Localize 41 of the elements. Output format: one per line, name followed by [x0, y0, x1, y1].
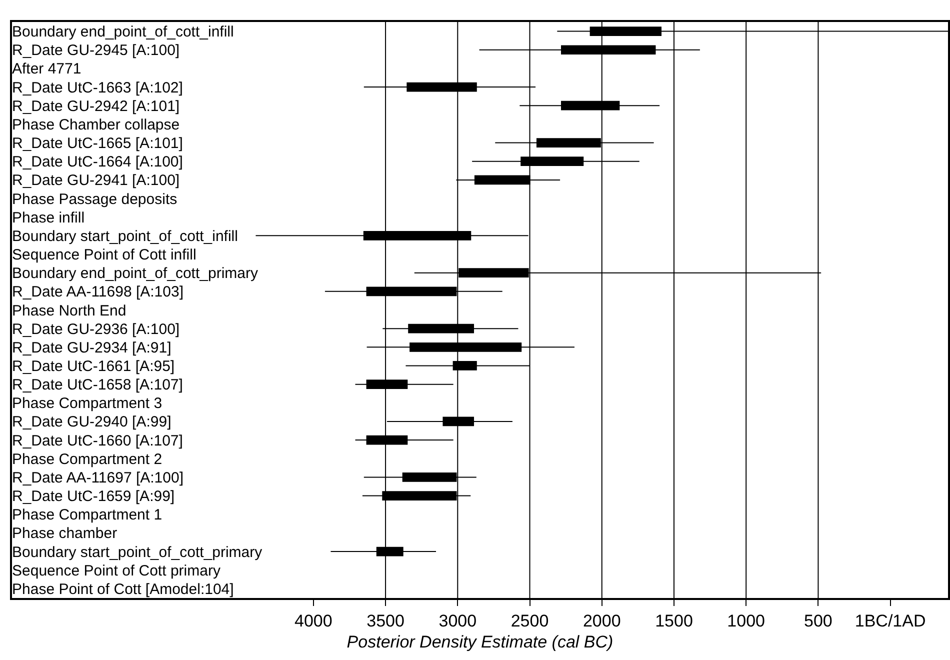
x-tick-label: 1500	[655, 611, 693, 630]
y-tick-label: R_Date GU-2940 [A:99]	[12, 414, 172, 431]
y-tick-label: R_Date AA-11698 [A:103]	[12, 284, 184, 301]
y-tick-label: Boundary start_point_of_cott_infill	[12, 228, 238, 245]
y-tick-label: R_Date GU-2942 [A:101]	[12, 98, 180, 115]
y-tick-label: R_Date UtC-1663 [A:102]	[12, 79, 183, 96]
y-tick-label: Boundary end_point_of_cott_primary	[12, 265, 258, 282]
y-tick-label: Phase chamber	[12, 525, 118, 542]
y-tick-label: R_Date UtC-1664 [A:100]	[12, 154, 183, 171]
y-tick-label: Sequence Point of Cott infill	[12, 246, 196, 264]
y-tick-label: R_Date GU-2934 [A:91]	[12, 339, 172, 356]
x-tick-label: 2500	[510, 611, 549, 630]
y-tick-label: Phase Passage deposits	[12, 190, 178, 208]
y-tick-label: R_Date UtC-1658 [A:107]	[12, 376, 183, 394]
y-tick-label: R_Date UtC-1665 [A:101]	[12, 135, 183, 152]
x-tick-label: 1000	[727, 611, 766, 630]
y-tick-label: Phase Point of Cott [Amodel:104]	[12, 580, 234, 598]
y-tick-label: Boundary start_point_of_cott_primary	[12, 544, 263, 561]
y-tick-label: R_Date UtC-1659 [A:99]	[12, 488, 175, 506]
y-tick-label: R_Date GU-2941 [A:100]	[12, 172, 180, 190]
y-tick-label: Phase North End	[12, 302, 126, 320]
x-tick-label: 3500	[366, 611, 404, 630]
y-tick-label: Phase Chamber collapse	[12, 116, 180, 134]
y-tick-label: R_Date UtC-1661 [A:95]	[12, 358, 175, 375]
y-tick-label: R_Date GU-2945 [A:100]	[12, 42, 180, 60]
y-tick-label: Phase infill	[12, 209, 85, 226]
x-tick-label: 2000	[582, 611, 621, 630]
y-tick-label: R_Date GU-2936 [A:100]	[12, 320, 180, 338]
y-tick-label: After 4771	[12, 60, 82, 78]
y-tick-label: Boundary end_point_of_cott_infill	[12, 24, 234, 41]
y-tick-label: Phase Compartment 3	[12, 395, 162, 412]
y-tick-label: Sequence Point of Cott primary	[12, 562, 221, 580]
x-tick-label: 1BC/1AD	[854, 611, 926, 630]
x-tick-label: 500	[804, 611, 832, 630]
y-tick-label: Phase Compartment 2	[12, 450, 162, 468]
y-tick-label: R_Date UtC-1660 [A:107]	[12, 432, 183, 450]
x-tick-label: 3000	[438, 611, 477, 630]
y-tick-label: Phase Compartment 1	[12, 506, 162, 524]
y-tick-label: R_Date AA-11697 [A:100]	[12, 469, 184, 486]
x-axis-title: Posterior Density Estimate (cal BC)	[346, 632, 614, 652]
x-tick-label: 4000	[294, 611, 332, 630]
